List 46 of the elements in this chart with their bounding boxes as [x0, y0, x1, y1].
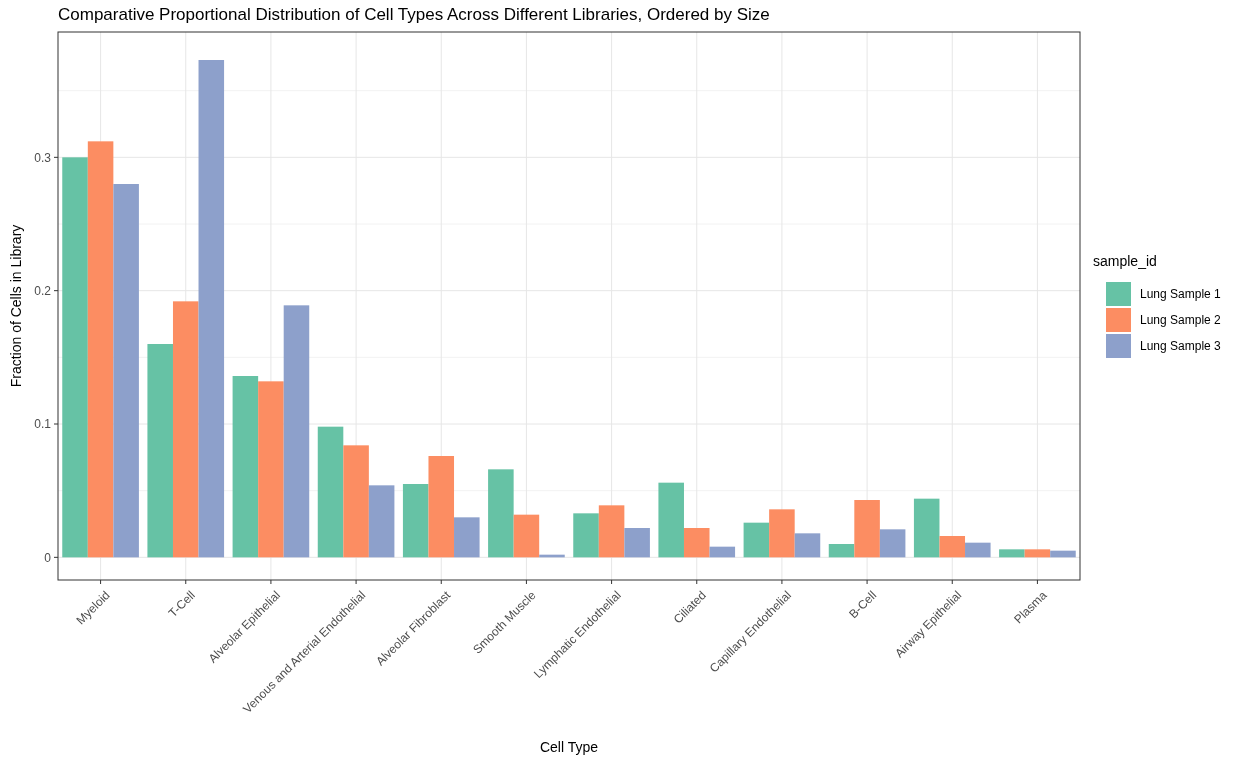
bar — [317, 426, 344, 558]
bar — [769, 509, 795, 558]
bar — [743, 522, 770, 558]
bar — [573, 513, 599, 558]
bar — [999, 549, 1025, 558]
bar — [854, 500, 880, 558]
y-axis-title: Fraction of Cells in Library — [8, 224, 24, 388]
chart-title: Comparative Proportional Distribution of Cell Types Across Different Libraries, Ordered by Size — [58, 5, 770, 24]
legend-label: Lung Sample 3 — [1140, 339, 1222, 354]
bar — [709, 546, 736, 558]
bar — [87, 141, 114, 558]
bar — [965, 542, 991, 558]
bar — [683, 528, 710, 558]
bar — [794, 533, 821, 558]
bar — [1050, 550, 1076, 558]
y-tick-label: 0.2 — [34, 283, 52, 298]
bar — [258, 381, 284, 558]
y-tick-label: 0.3 — [34, 150, 52, 165]
bar — [198, 60, 225, 558]
bar — [879, 529, 906, 558]
bar — [343, 445, 369, 558]
bar — [428, 456, 455, 558]
bar — [939, 536, 966, 558]
bar — [1024, 549, 1051, 558]
legend-label: Lung Sample 1 — [1140, 287, 1222, 302]
bar — [232, 376, 259, 558]
x-axis-title: Cell Type — [539, 739, 599, 755]
y-tick-label: 0.1 — [34, 417, 52, 432]
bar — [402, 484, 429, 558]
bar — [62, 157, 88, 558]
bar — [454, 517, 480, 558]
legend-title: sample_id — [1093, 253, 1157, 269]
bar — [658, 482, 684, 558]
bar — [488, 469, 514, 558]
bar — [513, 514, 540, 558]
bar — [913, 498, 940, 558]
bar — [368, 485, 395, 558]
bar — [283, 305, 310, 558]
bar — [624, 528, 650, 558]
bar — [113, 184, 139, 558]
bar — [598, 505, 625, 558]
bar — [172, 301, 199, 558]
bar — [147, 344, 173, 558]
bar — [828, 544, 855, 558]
y-tick-label: 0 — [44, 550, 52, 565]
legend-label: Lung Sample 2 — [1140, 313, 1222, 328]
